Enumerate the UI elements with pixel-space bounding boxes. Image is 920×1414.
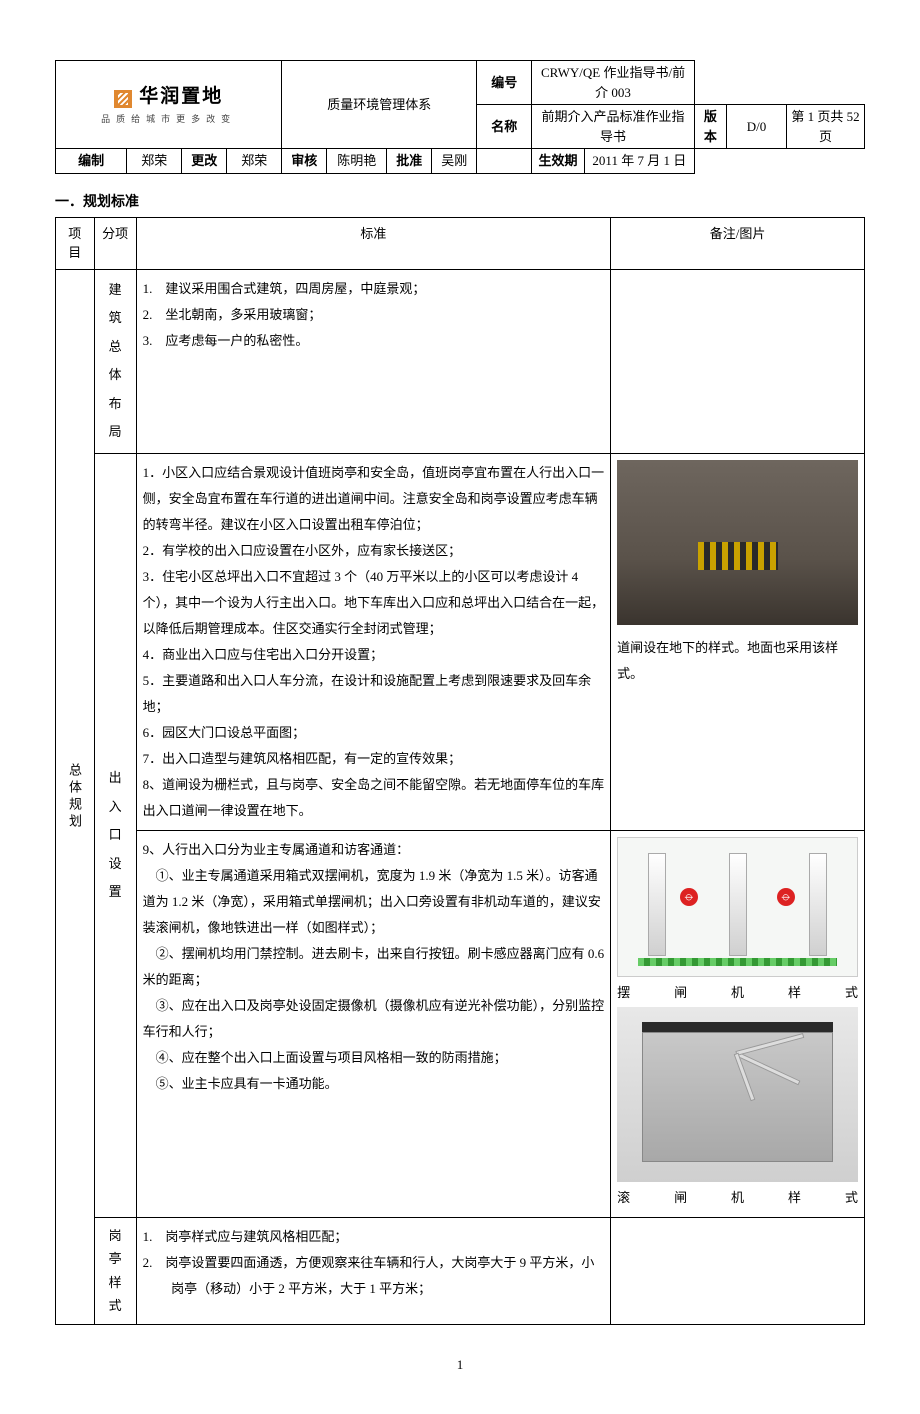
project-cell: 总体规划 bbox=[56, 269, 95, 1324]
effective-label: 生效期 bbox=[532, 149, 585, 174]
list-item: 8、道闸设为栅栏式，且与岗亭、安全岛之间不能留空隙。若无地面停车位的车库出入口道… bbox=[143, 772, 605, 824]
version-value: D/0 bbox=[727, 105, 787, 149]
sub2-note1: 道闸设在地下的样式。地面也采用该样式。 bbox=[617, 635, 858, 687]
swing-gate-label: 摆闸机样式 bbox=[617, 983, 858, 1003]
name-value: 前期介入产品标准作业指导书 bbox=[532, 105, 695, 149]
list-item: 7．出入口造型与建筑风格相匹配，有一定的宣传效果； bbox=[143, 746, 605, 772]
change-value: 郑荣 bbox=[227, 149, 282, 174]
review-label: 审核 bbox=[282, 149, 327, 174]
col-project: 项目 bbox=[56, 217, 95, 269]
page-info: 第 1 页共 52 页 bbox=[787, 105, 865, 149]
approve-value: 吴刚 bbox=[432, 149, 477, 174]
approve-label: 批准 bbox=[387, 149, 432, 174]
col-subitem: 分项 bbox=[94, 217, 136, 269]
list-item: 3. 应考虑每一户的私密性。 bbox=[143, 328, 605, 354]
sub3-note bbox=[611, 1218, 865, 1325]
logo-sub-text: 品质给城市更多改变 bbox=[64, 113, 273, 127]
project-label: 总体规划 bbox=[62, 763, 84, 831]
list-item: ③、应在出入口及岗亭处设固定摄像机（摄像机应有逆光补偿功能），分别监控车行和人行… bbox=[143, 993, 605, 1045]
list-item: 1．小区入口应结合景观设计值班岗亭和安全岛，值班岗亭宜布置在人行出入口一侧，安全… bbox=[143, 460, 605, 538]
sub2-label-cell: 出入口设置 bbox=[94, 454, 136, 1218]
sub3-label: 岗亭样式 bbox=[101, 1224, 130, 1318]
approve-value2 bbox=[477, 149, 532, 174]
sub2-block1: 1．小区入口应结合景观设计值班岗亭和安全岛，值班岗亭宜布置在人行出入口一侧，安全… bbox=[143, 460, 605, 824]
sub2-block2: 9、人行出入口分为业主专属通道和访客通道： ①、业主专属通道采用箱式双摆闸机，宽… bbox=[143, 837, 605, 1097]
sub1-label: 建筑总体布局 bbox=[101, 276, 130, 448]
gate-underground-image bbox=[617, 460, 858, 625]
sub3-label-cell: 岗亭样式 bbox=[94, 1218, 136, 1325]
list-item: 2. 岗亭设置要四面通透，方便观察来往车辆和行人，大岗亭大于 9 平方米，小岗亭… bbox=[143, 1250, 605, 1302]
sub2-note1-cell: 道闸设在地下的样式。地面也采用该样式。 bbox=[611, 454, 865, 831]
list-item: 1. 岗亭样式应与建筑风格相匹配； bbox=[143, 1224, 605, 1250]
version-label: 版本 bbox=[694, 105, 726, 149]
turnstile-image bbox=[617, 1007, 858, 1182]
list-item: 6．园区大门口设总平面图； bbox=[143, 720, 605, 746]
sub1-content: 1. 建议采用围合式建筑，四周房屋，中庭景观；2. 坐北朝南，多采用玻璃窗；3.… bbox=[136, 269, 611, 454]
sub3-content: 1. 岗亭样式应与建筑风格相匹配；2. 岗亭设置要四面通透，方便观察来往车辆和行… bbox=[136, 1218, 611, 1325]
sub3-list: 1. 岗亭样式应与建筑风格相匹配；2. 岗亭设置要四面通透，方便观察来往车辆和行… bbox=[143, 1224, 605, 1302]
review-value: 陈明艳 bbox=[327, 149, 387, 174]
list-item: 3．住宅小区总坪出入口不宜超过 3 个（40 万平米以上的小区可以考虑设计 4 … bbox=[143, 564, 605, 642]
turnstile-label: 滚闸机样式 bbox=[617, 1188, 858, 1208]
sub1-list: 1. 建议采用围合式建筑，四周房屋，中庭景观；2. 坐北朝南，多采用玻璃窗；3.… bbox=[143, 276, 605, 354]
sub1-note bbox=[611, 269, 865, 454]
effective-value: 2011 年 7 月 1 日 bbox=[584, 149, 694, 174]
list-item: ①、业主专属通道采用箱式双摆闸机，宽度为 1.9 米（净宽为 1.5 米）。访客… bbox=[143, 863, 605, 941]
sub1-label-cell: 建筑总体布局 bbox=[94, 269, 136, 454]
list-item: ⑤、业主卡应具有一卡通功能。 bbox=[143, 1071, 605, 1097]
list-item: 2．有学校的出入口应设置在小区外，应有家长接送区； bbox=[143, 538, 605, 564]
section-title: 一．规划标准 bbox=[55, 192, 865, 213]
page-number: 1 bbox=[55, 1355, 865, 1375]
standards-table: 项目 分项 标准 备注/图片 总体规划 建筑总体布局 1. 建议采用围合式建筑，… bbox=[55, 217, 865, 1325]
col-standard: 标准 bbox=[136, 217, 611, 269]
code-value: CRWY/QE 作业指导书/前介 003 bbox=[532, 61, 695, 105]
swing-gate-image bbox=[617, 837, 858, 977]
sub2-content2: 9、人行出入口分为业主专属通道和访客通道： ①、业主专属通道采用箱式双摆闸机，宽… bbox=[136, 831, 611, 1218]
logo-main-row: 华润置地 bbox=[64, 83, 273, 112]
document-header-table: 华润置地 品质给城市更多改变 质量环境管理体系 编号 CRWY/QE 作业指导书… bbox=[55, 60, 865, 174]
list-item: 9、人行出入口分为业主专属通道和访客通道： bbox=[143, 837, 605, 863]
list-item: 2. 坐北朝南，多采用玻璃窗； bbox=[143, 302, 605, 328]
name-label: 名称 bbox=[477, 105, 532, 149]
list-item: 5．主要道路和出入口人车分流，在设计和设施配置上考虑到限速要求及回车余地； bbox=[143, 668, 605, 720]
list-item: 4．商业出入口应与住宅出入口分开设置； bbox=[143, 642, 605, 668]
list-item: ②、摆闸机均用门禁控制。进去刷卡，出来自行按钮。刷卡感应器离门应有 0.6 米的… bbox=[143, 941, 605, 993]
author-value: 郑荣 bbox=[127, 149, 182, 174]
sub2-note2-cell: 摆闸机样式 滚闸机样式 bbox=[611, 831, 865, 1218]
sub2-label: 出入口设置 bbox=[101, 764, 130, 907]
logo-main-text: 华润置地 bbox=[139, 86, 223, 107]
sub2-content1: 1．小区入口应结合景观设计值班岗亭和安全岛，值班岗亭宜布置在人行出入口一侧，安全… bbox=[136, 454, 611, 831]
logo-cell: 华润置地 品质给城市更多改变 bbox=[56, 61, 282, 149]
logo-icon bbox=[114, 90, 132, 108]
code-label: 编号 bbox=[477, 61, 532, 105]
author-label: 编制 bbox=[56, 149, 127, 174]
list-item: 1. 建议采用围合式建筑，四周房屋，中庭景观； bbox=[143, 276, 605, 302]
system-title: 质量环境管理体系 bbox=[282, 61, 477, 149]
change-label: 更改 bbox=[182, 149, 227, 174]
list-item: ④、应在整个出入口上面设置与项目风格相一致的防雨措施； bbox=[143, 1045, 605, 1071]
col-note: 备注/图片 bbox=[611, 217, 865, 269]
